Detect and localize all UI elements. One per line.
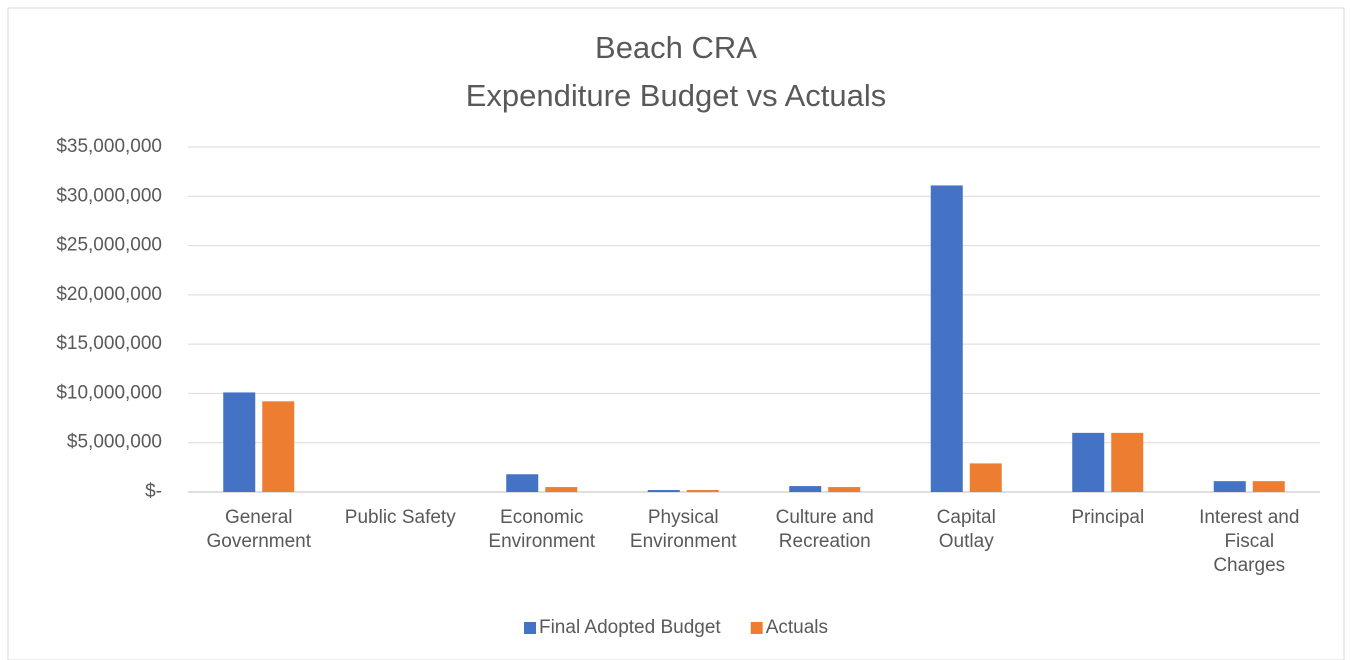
y-tick-label: $20,000,000 (56, 284, 162, 305)
chart-subtitle: Expenditure Budget vs Actuals (466, 78, 886, 113)
chart-title: Beach CRA (595, 30, 757, 65)
y-tick-label: $10,000,000 (56, 382, 162, 403)
legend-label: Final Adopted Budget (539, 617, 721, 638)
y-tick-label: $25,000,000 (56, 235, 162, 256)
bar (647, 490, 680, 492)
x-tick-label: General Government (206, 507, 311, 552)
bar (930, 185, 963, 492)
y-tick-label: $15,000,000 (56, 333, 162, 354)
bar (545, 487, 578, 492)
x-tick-label: Economic Environment (488, 507, 595, 552)
y-tick-label: $- (145, 481, 162, 502)
bar (262, 401, 295, 492)
bar (506, 474, 539, 492)
bar (686, 490, 719, 492)
bar (1111, 432, 1144, 492)
x-tick-label: Capital Outlay (937, 507, 996, 552)
x-tick-label: Culture and Recreation (776, 507, 874, 552)
y-tick-label: $30,000,000 (56, 185, 162, 206)
bar (969, 463, 1002, 492)
bar (1072, 432, 1105, 492)
x-tick-label: Public Safety (345, 507, 456, 528)
y-tick-label: $5,000,000 (67, 432, 162, 453)
legend-swatch (523, 622, 536, 634)
bar (1213, 481, 1246, 492)
bar (223, 392, 256, 492)
y-tick-label: $35,000,000 (56, 136, 162, 157)
legend-label: Actuals (766, 617, 828, 638)
x-tick-label: Principal (1071, 507, 1144, 528)
chart-border (7, 7, 1345, 660)
legend-swatch (750, 622, 763, 634)
bar (789, 486, 822, 492)
bar (1252, 481, 1285, 492)
x-tick-label: Physical Environment (630, 507, 737, 552)
x-tick-label: Interest and Fiscal Charges (1199, 507, 1299, 576)
bar (828, 487, 861, 492)
